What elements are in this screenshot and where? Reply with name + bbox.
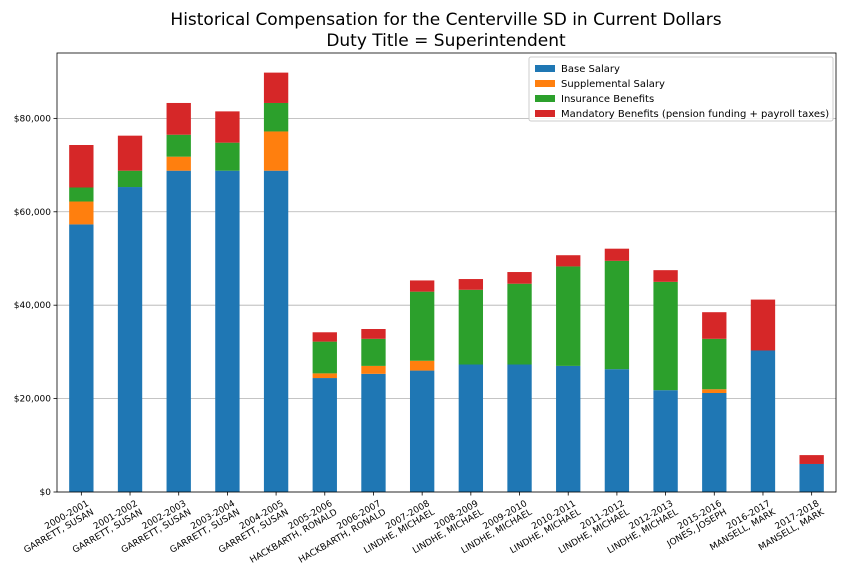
bar-segment [409,370,435,492]
bar-segment [458,279,484,290]
legend-swatch [535,65,555,72]
bar-segment [604,369,630,492]
bar-segment [556,365,581,492]
chart-title: Historical Compensation for the Centervi… [170,10,721,30]
bar-segment [166,102,191,135]
bar-segment [69,145,94,188]
legend-label: Supplemental Salary [561,79,665,90]
bar-segment [702,338,727,390]
bar-segment [653,390,678,492]
bar-segment [312,373,337,379]
bar-segment [750,350,776,492]
bar-segment [409,291,435,361]
bar-segment [117,135,143,171]
y-tick-label: $60,000 [14,208,51,218]
bar-segment [69,187,94,202]
bar-segment [215,142,240,171]
x-axis-ticks: 2000-2001GARRETT, SUSAN2001-2002GARRETT,… [22,492,827,566]
bar-segment [750,299,776,351]
bar-segment [263,102,289,132]
bar-segment [409,280,435,292]
bar-segment [799,463,824,492]
bar-segment [312,332,337,342]
legend-label: Mandatory Benefits (pension funding + pa… [561,109,829,120]
legend-swatch [535,95,555,102]
bar-segment [215,170,240,492]
bar-segment [117,170,143,188]
legend-label: Insurance Benefits [561,94,654,105]
bar-segment [263,72,289,103]
bar-segment [604,260,630,370]
bar-segment [166,156,191,171]
y-tick-label: $80,000 [14,114,51,124]
legend-swatch [535,80,555,87]
bar-segment [507,272,532,284]
bar-segment [263,170,289,492]
y-tick-label: $0 [40,488,52,498]
bar-segment [507,364,532,492]
bar-segment [799,455,824,464]
legend-box [528,56,834,122]
bar-segment [409,360,435,371]
bar-segment [702,312,727,339]
y-tick-label: $40,000 [14,301,51,311]
y-axis-ticks: $0 $20,000 $40,000 $60,000 $80,000 [14,114,57,498]
bar-segment [702,392,727,492]
bar-segment [69,201,94,225]
bar-segment [312,341,337,374]
bar-segment [702,389,727,393]
legend-label: Base Salary [561,64,620,75]
y-tick-label: $20,000 [14,395,51,405]
bar-segment [556,266,581,366]
bar-segment [604,248,630,261]
bar-segment [458,289,484,365]
bar-segment [361,365,386,374]
legend-swatch [535,110,555,117]
bar-segment [69,224,94,493]
bar-segment [361,329,386,339]
plot-frame [56,52,837,493]
bar-segment [556,255,581,267]
bar-segment [166,170,191,492]
chart-subtitle: Duty Title = Superintendent [326,31,566,51]
legend: Base Salary Supplemental Salary Insurance … [528,56,834,122]
axes [56,52,837,493]
bar-segment [507,283,532,365]
bar-segment [653,270,678,282]
bar-segment [263,131,289,171]
bar-segment [312,378,337,492]
bar-segment [653,281,678,391]
bar-segment [166,134,191,157]
bar-segment [458,364,484,492]
bar-segment [215,111,240,143]
bar-segment [361,338,386,366]
bar-segment [361,373,386,492]
bars [69,72,824,493]
bar-segment [117,187,143,493]
